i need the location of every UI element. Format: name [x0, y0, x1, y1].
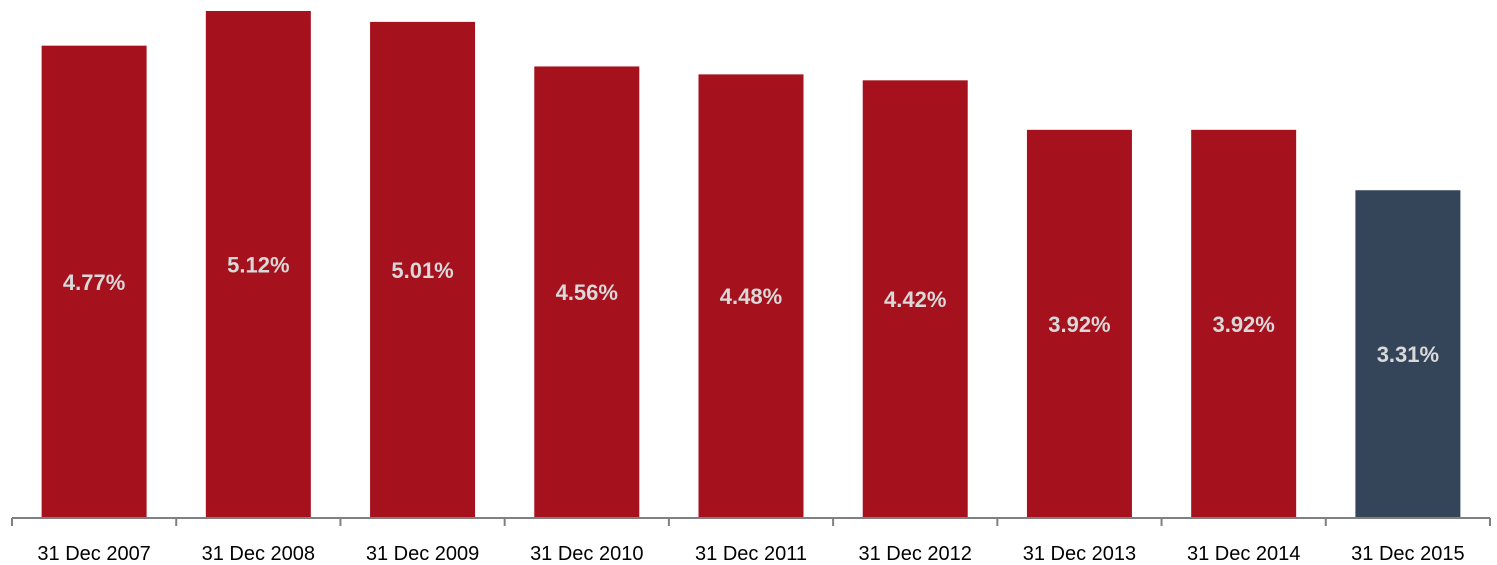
- bar: [205, 11, 311, 518]
- bar: [370, 21, 476, 518]
- x-axis-tick-labels: 31 Dec 2007 31 Dec 2008 31 Dec 2009 31 Dec …: [37, 543, 1464, 565]
- x-tick-label: 31 Dec 2007: [37, 543, 150, 565]
- x-tick-label: 31 Dec 2010: [530, 543, 643, 565]
- bar-labels-group: 4.77% 5.12% 5.01% 4.56% 4.48% 4.42% 3.92% 3.92%…: [63, 253, 1439, 368]
- x-tick-label: 31 Dec 2014: [1187, 543, 1300, 565]
- bar: [41, 45, 147, 518]
- x-tick-label: 31 Dec 2012: [859, 543, 972, 565]
- bar: [862, 80, 968, 518]
- bar: [534, 66, 640, 518]
- x-axis-ticks: [11, 518, 1491, 526]
- bar-value-label: 5.01%: [391, 258, 453, 283]
- bar-value-label: 3.31%: [1377, 342, 1439, 367]
- bar: [1191, 129, 1297, 518]
- x-tick-label: 31 Dec 2008: [202, 543, 315, 565]
- x-tick-label: 31 Dec 2009: [366, 543, 479, 565]
- bars-group: [41, 11, 1461, 519]
- bar-value-label: 3.92%: [1048, 312, 1110, 337]
- bar-value-label: 3.92%: [1212, 312, 1274, 337]
- bar: [1026, 129, 1132, 518]
- bar-value-label: 4.42%: [884, 287, 946, 312]
- bar: [698, 74, 804, 519]
- bar: [1355, 190, 1461, 519]
- x-tick-label: 31 Dec 2011: [695, 543, 807, 565]
- x-tick-label: 31 Dec 2013: [1023, 543, 1136, 565]
- bar-value-label: 4.48%: [720, 284, 782, 309]
- bar-value-label: 4.77%: [63, 270, 125, 295]
- bar-value-label: 5.12%: [227, 253, 289, 278]
- bar-value-label: 4.56%: [556, 280, 618, 305]
- x-tick-label: 31 Dec 2015: [1351, 543, 1464, 565]
